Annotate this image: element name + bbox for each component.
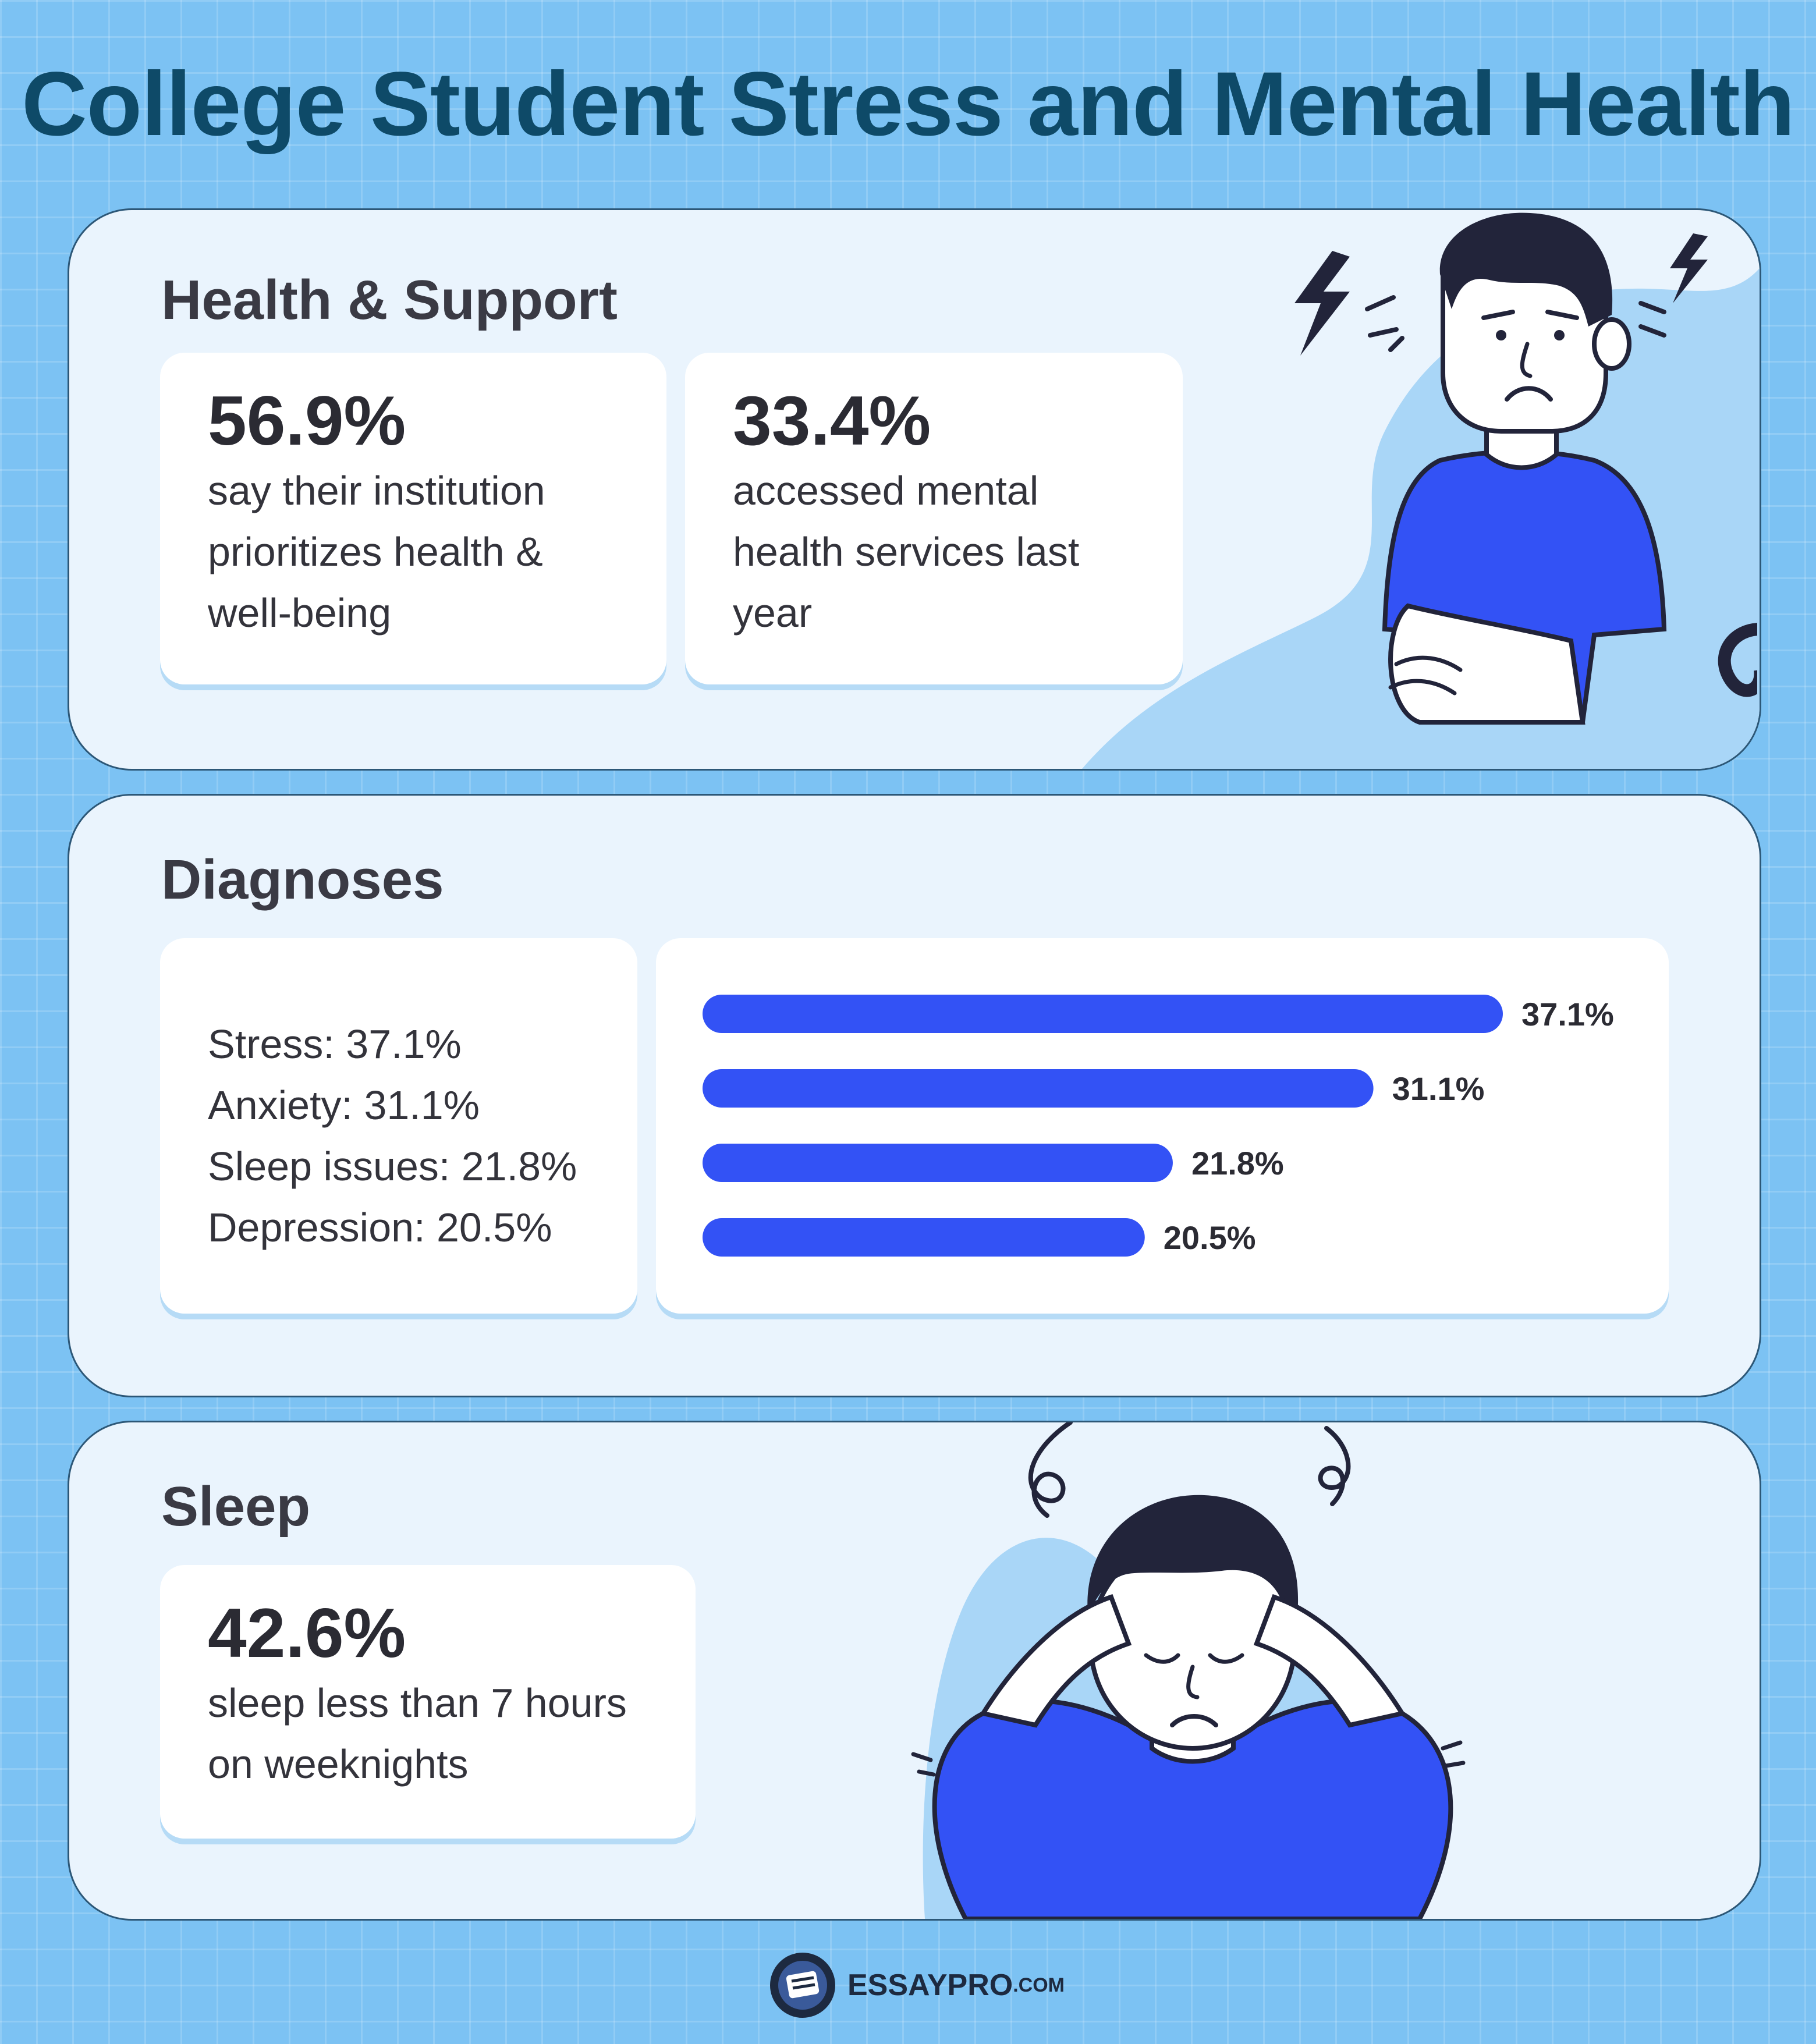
- stat-value: 56.9%: [208, 382, 406, 460]
- stat-desc-line: well-being: [208, 590, 392, 636]
- bar-sleep-issues: [703, 1144, 1173, 1182]
- footer-suffix: .COM: [1013, 1974, 1065, 1996]
- bar-value-label: 21.8%: [1191, 1145, 1284, 1181]
- stat-value: 33.4%: [733, 382, 931, 460]
- stat-card-services: 33.4% accessed mental health services la…: [685, 353, 1183, 684]
- stat-desc-line: sleep less than 7 hours: [208, 1680, 627, 1726]
- bar-depression: [703, 1218, 1145, 1257]
- diagnoses-bar-chart: 37.1% 31.1% 21.8% 20.5%: [703, 995, 1614, 1257]
- footer-logo: ESSAYPRO .COM: [768, 1951, 1065, 2020]
- bar-value-label: 37.1%: [1521, 996, 1614, 1032]
- stat-desc-line: prioritizes health &: [208, 529, 543, 574]
- stat-desc-line: on weeknights: [208, 1741, 469, 1787]
- list-item: Sleep issues: 21.8%: [208, 1144, 577, 1189]
- stat-description: say their institution prioritizes health…: [208, 460, 545, 644]
- section-title-health: Health & Support: [161, 269, 618, 331]
- bar-value-label: 31.1%: [1392, 1070, 1485, 1107]
- diagnoses-list: Stress: 37.1% Anxiety: 31.1% Sleep issue…: [208, 1014, 577, 1258]
- stat-description: accessed mental health services last yea…: [733, 460, 1079, 644]
- bar-stress: [703, 995, 1503, 1033]
- headache-student-illustration: [911, 1422, 1466, 1919]
- diagnoses-bar-chart-card: 37.1% 31.1% 21.8% 20.5%: [656, 938, 1669, 1314]
- page-title: College Student Stress and Mental Health: [22, 54, 1795, 155]
- health-support-panel: Health & Support 56.9% say their institu…: [68, 208, 1761, 771]
- list-item: Stress: 37.1%: [208, 1021, 462, 1067]
- stat-desc-line: accessed mental: [733, 468, 1039, 513]
- section-title-diagnoses: Diagnoses: [161, 849, 444, 911]
- section-title-sleep: Sleep: [161, 1475, 311, 1538]
- stressed-student-illustration: [1294, 212, 1757, 725]
- diagnoses-list-card: Stress: 37.1% Anxiety: 31.1% Sleep issue…: [160, 938, 637, 1314]
- footer-brand: ESSAYPRO: [847, 1968, 1013, 2002]
- list-item: Anxiety: 31.1%: [208, 1083, 480, 1128]
- stat-desc-line: health services last: [733, 529, 1080, 574]
- stat-description: sleep less than 7 hours on weeknights: [208, 1673, 627, 1795]
- bar-anxiety: [703, 1069, 1374, 1108]
- list-item: Depression: 20.5%: [208, 1205, 552, 1250]
- stat-desc-line: say their institution: [208, 468, 545, 513]
- stat-desc-line: year: [733, 590, 813, 636]
- essaypro-logo-icon: [770, 1953, 835, 2018]
- stat-card-institution: 56.9% say their institution prioritizes …: [160, 353, 666, 684]
- diagnoses-panel: Diagnoses Stress: 37.1% Anxiety: 31.1% S…: [68, 794, 1761, 1397]
- stat-card-sleep: 42.6% sleep less than 7 hours on weeknig…: [160, 1565, 696, 1839]
- bar-value-label: 20.5%: [1164, 1219, 1256, 1256]
- sleep-panel: Sleep 42.6% sleep less than 7 hours on w…: [68, 1421, 1761, 1921]
- stat-value: 42.6%: [208, 1594, 406, 1672]
